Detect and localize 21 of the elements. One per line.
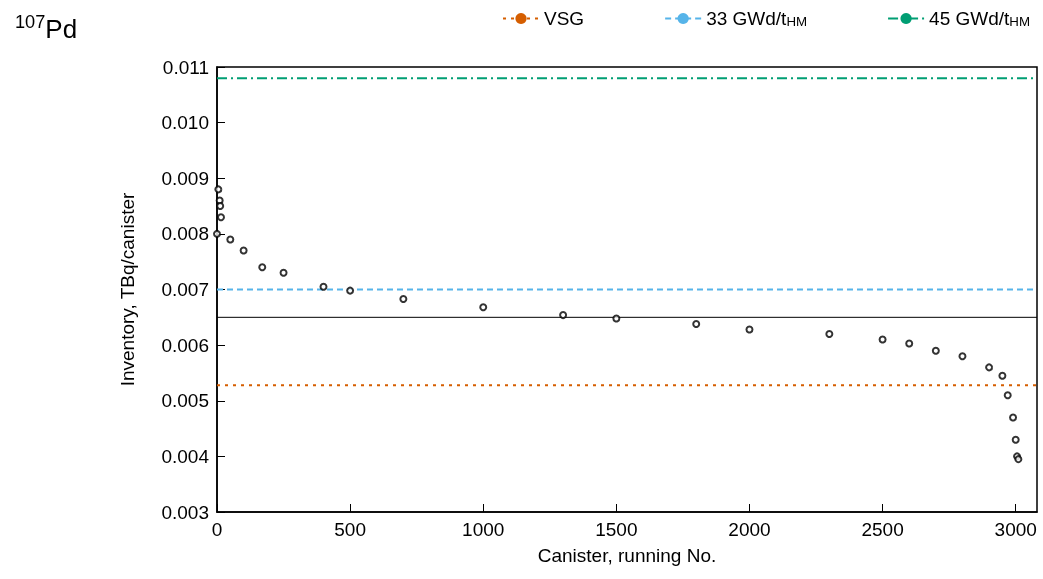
y-tick-label: 0.004 <box>161 445 210 467</box>
legend-label: VSG <box>544 8 585 29</box>
legend-label: 45 GWd/tHM <box>929 8 1031 30</box>
x-tick-label: 3000 <box>994 519 1037 540</box>
x-tick-label: 500 <box>334 519 366 540</box>
y-axis-title: Inventory, TBq/canister <box>117 192 138 387</box>
y-tick-label: 0.007 <box>161 279 209 300</box>
y-tick-label: 0.009 <box>161 167 209 189</box>
legend-label: 33 GWd/tHM <box>706 8 808 30</box>
x-tick-label: 1500 <box>595 519 638 540</box>
x-tick-label: 2000 <box>728 519 771 540</box>
x-tick-label: 0 <box>211 519 223 540</box>
y-tick-label: 0.003 <box>161 501 209 523</box>
y-tick-label: 0.005 <box>161 390 209 412</box>
y-tick-label: 0.010 <box>161 112 209 134</box>
x-tick-label: 2500 <box>861 519 904 540</box>
y-tick-label: 0.011 <box>162 56 209 78</box>
y-tick-label: 0.006 <box>161 334 209 356</box>
x-axis-title: Canister, running No. <box>537 545 717 566</box>
y-tick-label: 0.008 <box>161 223 209 245</box>
x-tick-label: 1000 <box>462 519 505 540</box>
